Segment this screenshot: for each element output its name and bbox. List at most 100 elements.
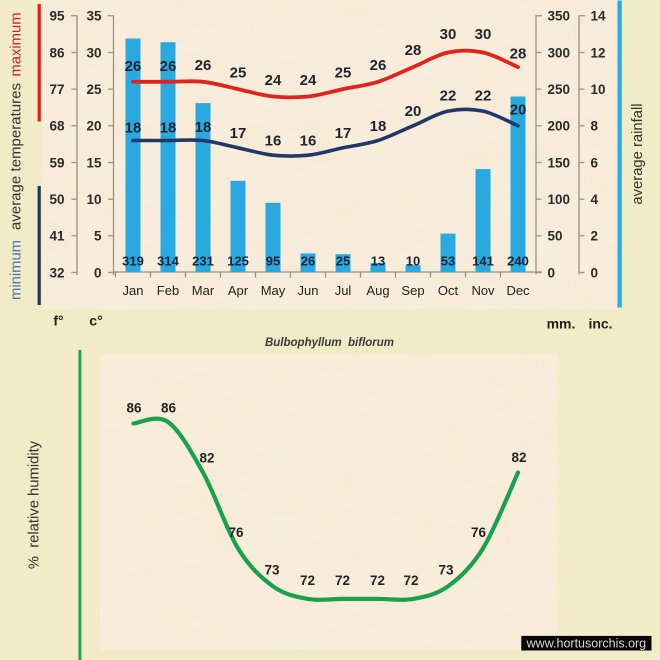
- svg-text:Bulbophyllum biflorum: Bulbophyllum biflorum: [265, 337, 394, 349]
- svg-text:minimum: minimum: [9, 240, 25, 300]
- svg-text:350: 350: [548, 9, 571, 24]
- svg-text:18: 18: [370, 118, 387, 135]
- svg-text:72: 72: [300, 573, 315, 588]
- svg-text:82: 82: [199, 450, 214, 465]
- svg-text:73: 73: [264, 562, 280, 577]
- svg-text:28: 28: [405, 42, 422, 59]
- svg-text:30: 30: [440, 26, 457, 43]
- svg-text:24: 24: [300, 72, 317, 89]
- svg-text:20: 20: [405, 103, 422, 120]
- svg-text:76: 76: [471, 525, 487, 540]
- svg-text:20: 20: [510, 102, 527, 119]
- svg-text:150: 150: [548, 155, 571, 170]
- svg-text:86: 86: [49, 45, 65, 60]
- svg-text:25: 25: [335, 65, 352, 82]
- svg-text:www.hortusorchis.org: www.hortusorchis.org: [526, 637, 647, 651]
- svg-text:22: 22: [440, 88, 457, 105]
- svg-text:125: 125: [227, 253, 249, 268]
- svg-text:240: 240: [507, 253, 529, 268]
- svg-text:26: 26: [125, 58, 142, 75]
- svg-text:231: 231: [192, 253, 214, 268]
- svg-text:14: 14: [591, 9, 607, 24]
- svg-text:13: 13: [371, 253, 385, 268]
- svg-text:35: 35: [86, 9, 102, 24]
- svg-text:26: 26: [195, 57, 212, 74]
- svg-text:86: 86: [161, 400, 177, 415]
- svg-text:10: 10: [591, 82, 606, 97]
- svg-text:10: 10: [86, 192, 101, 207]
- svg-text:c°: c°: [89, 313, 102, 329]
- svg-text:average temperatures: average temperatures: [9, 83, 25, 230]
- svg-text:77: 77: [49, 82, 64, 97]
- svg-text:95: 95: [49, 9, 65, 24]
- svg-text:86: 86: [126, 400, 142, 415]
- svg-text:200: 200: [548, 119, 571, 134]
- svg-text:319: 319: [122, 253, 144, 268]
- svg-text:50: 50: [49, 192, 64, 207]
- svg-text:30: 30: [86, 45, 101, 60]
- svg-text:maximum: maximum: [9, 12, 25, 76]
- svg-text:32: 32: [49, 265, 64, 280]
- svg-text:17: 17: [335, 125, 352, 142]
- svg-text:6: 6: [591, 155, 599, 170]
- svg-text:15: 15: [86, 155, 102, 170]
- svg-text:28: 28: [510, 46, 527, 63]
- svg-text:8: 8: [591, 119, 599, 134]
- svg-text:26: 26: [160, 58, 177, 75]
- svg-text:mm.: mm.: [547, 316, 576, 332]
- svg-text:141: 141: [472, 253, 494, 268]
- svg-text:26: 26: [301, 253, 315, 268]
- svg-text:Feb: Feb: [157, 283, 179, 298]
- svg-text:May: May: [261, 283, 286, 298]
- svg-text:50: 50: [548, 229, 563, 244]
- svg-text:68: 68: [49, 119, 65, 134]
- svg-text:Aug: Aug: [366, 283, 389, 298]
- svg-text:25: 25: [336, 253, 350, 268]
- svg-text:Jul: Jul: [335, 283, 352, 298]
- svg-text:18: 18: [125, 119, 142, 136]
- svg-text:72: 72: [335, 573, 350, 588]
- svg-text:18: 18: [160, 119, 177, 136]
- svg-text:inc.: inc.: [588, 316, 612, 332]
- svg-text:250: 250: [548, 82, 571, 97]
- svg-text:17: 17: [230, 125, 247, 142]
- svg-text:16: 16: [300, 133, 317, 150]
- svg-text:Sep: Sep: [401, 283, 424, 298]
- svg-text:5: 5: [94, 229, 102, 244]
- svg-text:314: 314: [157, 253, 179, 268]
- svg-text:53: 53: [441, 253, 455, 268]
- svg-text:72: 72: [403, 573, 418, 588]
- svg-text:Oct: Oct: [438, 283, 459, 298]
- svg-text:Jun: Jun: [298, 283, 319, 298]
- svg-text:2: 2: [591, 229, 599, 244]
- svg-text:41: 41: [49, 229, 65, 244]
- svg-text:82: 82: [511, 450, 526, 465]
- svg-text:Jan: Jan: [123, 283, 144, 298]
- svg-text:25: 25: [86, 82, 102, 97]
- svg-text:26: 26: [370, 57, 387, 74]
- svg-text:300: 300: [548, 45, 571, 60]
- svg-text:24: 24: [265, 72, 282, 89]
- svg-text:18: 18: [195, 119, 212, 136]
- svg-text:76: 76: [228, 525, 244, 540]
- svg-text:average rainfall: average rainfall: [630, 103, 646, 204]
- svg-text:59: 59: [49, 155, 64, 170]
- svg-text:Dec: Dec: [506, 283, 530, 298]
- svg-text:0: 0: [94, 265, 102, 280]
- svg-text:12: 12: [591, 45, 606, 60]
- svg-text:25: 25: [230, 65, 247, 82]
- svg-text:22: 22: [475, 88, 492, 105]
- svg-text:100: 100: [548, 192, 571, 207]
- svg-text:10: 10: [406, 253, 420, 268]
- svg-text:0: 0: [548, 265, 556, 280]
- svg-text:0: 0: [591, 265, 599, 280]
- svg-text:20: 20: [86, 119, 101, 134]
- svg-text:f°: f°: [53, 313, 63, 329]
- svg-text:95: 95: [266, 253, 280, 268]
- svg-text:Apr: Apr: [228, 283, 249, 298]
- svg-text:% relative humidity: % relative humidity: [27, 440, 43, 569]
- svg-text:4: 4: [591, 192, 599, 207]
- svg-text:30: 30: [475, 26, 492, 43]
- svg-text:73: 73: [438, 562, 454, 577]
- svg-text:72: 72: [370, 573, 385, 588]
